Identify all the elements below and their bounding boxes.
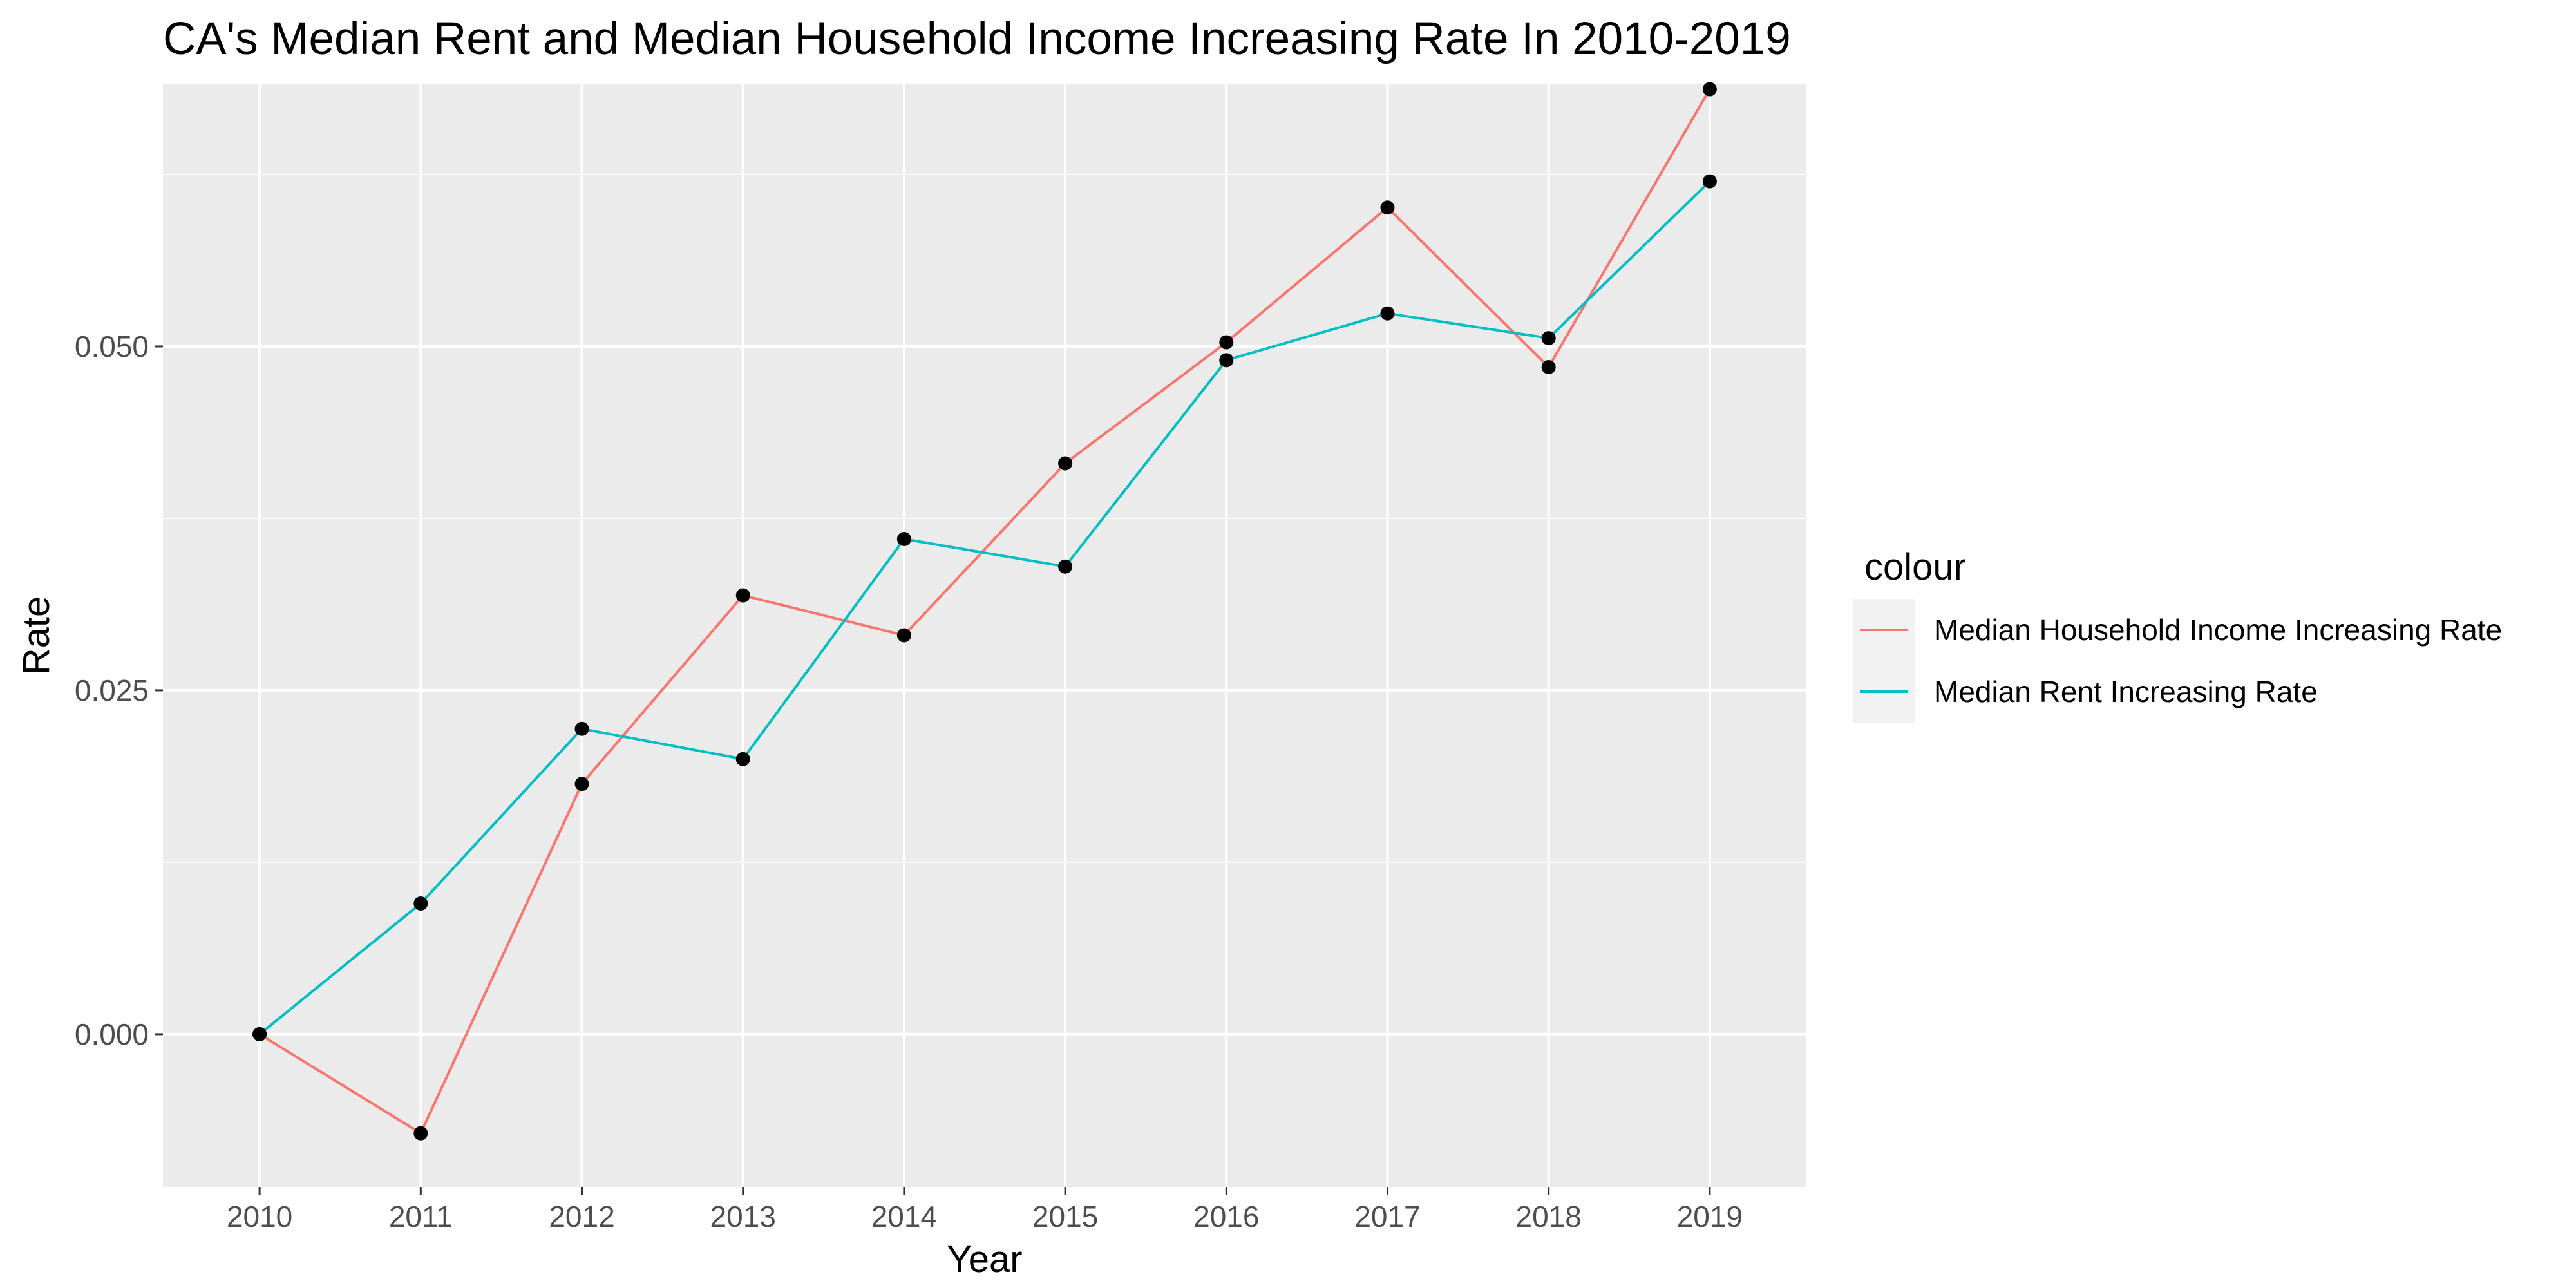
- series-line-median-rent: [258, 180, 1711, 1036]
- x-tick-label: 2019: [1677, 1200, 1743, 1233]
- x-tick-label: 2014: [871, 1200, 937, 1233]
- x-tick-label: 2015: [1032, 1200, 1098, 1233]
- x-tick-label: 2016: [1193, 1200, 1259, 1233]
- data-point-income: [1541, 359, 1556, 374]
- x-axis-title: Year: [947, 1238, 1022, 1280]
- x-axis: 2010 2011 2012 2013 2014 2015 2016 2017 2018 2019: [227, 1187, 1743, 1233]
- data-point-income: [1702, 82, 1717, 97]
- legend: colour Median Household Income Increasin…: [1853, 546, 2502, 723]
- data-point-rent: [1702, 174, 1717, 189]
- data-point-income: [574, 777, 589, 791]
- data-point-rent: [252, 1027, 267, 1041]
- y-axis: 0.000 0.025 0.050: [75, 330, 163, 1051]
- series-lines: [258, 88, 1711, 1135]
- data-point-rent: [1058, 559, 1073, 574]
- y-tick-label: 0.025: [75, 674, 149, 707]
- x-tick-label: 2017: [1354, 1200, 1420, 1233]
- data-point-rent: [574, 721, 589, 736]
- plot-panel: [163, 84, 1806, 1187]
- minor-gridlines: [163, 173, 1806, 863]
- data-point-income: [1219, 335, 1234, 350]
- data-point-rent: [1219, 353, 1234, 368]
- y-tick-label: 0.000: [75, 1018, 149, 1051]
- x-tick-label: 2010: [227, 1200, 292, 1233]
- legend-label: Median Household Income Increasing Rate: [1934, 613, 2502, 647]
- legend-label: Median Rent Increasing Rate: [1934, 675, 2318, 708]
- data-point-rent: [735, 752, 750, 766]
- series-line-median-household-income: [259, 88, 1711, 1135]
- x-tick-label: 2012: [549, 1200, 614, 1233]
- data-point-income: [1058, 456, 1073, 471]
- x-tick-label: 2013: [710, 1200, 776, 1233]
- x-tick-label: 2018: [1516, 1200, 1582, 1233]
- y-tick-label: 0.050: [75, 330, 149, 363]
- data-point-income: [735, 588, 750, 603]
- chart-title: CA's Median Rent and Median Household In…: [163, 14, 1791, 64]
- data-point-rent: [896, 531, 911, 546]
- data-point-rent: [1541, 331, 1556, 346]
- data-point-rent: [1380, 306, 1395, 321]
- series-points: [252, 82, 1717, 1141]
- data-point-rent: [413, 896, 428, 911]
- data-point-income: [896, 628, 911, 643]
- major-gridlines: [163, 84, 1806, 1187]
- legend-title: colour: [1864, 546, 1966, 588]
- data-point-income: [1380, 200, 1395, 215]
- data-point-income: [413, 1126, 428, 1141]
- y-axis-title: Rate: [15, 596, 57, 676]
- x-tick-label: 2011: [389, 1200, 453, 1233]
